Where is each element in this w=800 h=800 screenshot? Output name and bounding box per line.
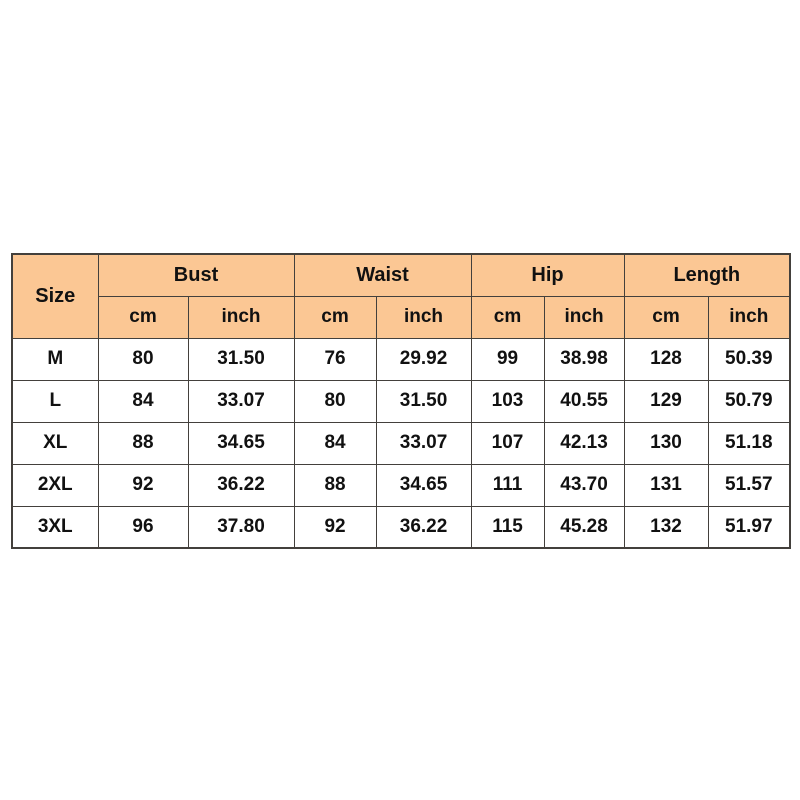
unit-bust-cm: cm [97, 295, 189, 339]
size-chart-table: Size Bust Waist Hip Length cm inch cm in… [11, 253, 792, 549]
size-cell: XL [11, 421, 99, 465]
value-cell: 76 [293, 337, 377, 381]
table-row-2xl: 2XL 92 36.22 88 34.65 111 43.70 131 51.5… [11, 463, 791, 507]
header-group-row: Size Bust Waist Hip Length [11, 253, 791, 339]
value-cell: 34.65 [375, 463, 472, 507]
value-cell: 80 [293, 379, 377, 423]
value-cell: 115 [470, 505, 545, 549]
size-cell: 2XL [11, 463, 99, 507]
value-cell: 36.22 [187, 463, 295, 507]
value-cell: 51.18 [707, 421, 791, 465]
unit-hip-inch: inch [543, 295, 625, 339]
value-cell: 99 [470, 337, 545, 381]
value-cell: 92 [293, 505, 377, 549]
value-cell: 130 [623, 421, 709, 465]
table-row-l: L 84 33.07 80 31.50 103 40.55 129 50.79 [11, 379, 791, 423]
value-cell: 131 [623, 463, 709, 507]
table-row-m: M 80 31.50 76 29.92 99 38.98 128 50.39 [11, 337, 791, 381]
table-row-3xl: 3XL 96 37.80 92 36.22 115 45.28 132 51.9… [11, 505, 791, 549]
value-cell: 92 [97, 463, 189, 507]
value-cell: 88 [97, 421, 189, 465]
value-cell: 33.07 [187, 379, 295, 423]
value-cell: 107 [470, 421, 545, 465]
value-cell: 88 [293, 463, 377, 507]
value-cell: 84 [293, 421, 377, 465]
value-cell: 31.50 [187, 337, 295, 381]
value-cell: 50.39 [707, 337, 791, 381]
unit-waist-inch: inch [375, 295, 472, 339]
value-cell: 80 [97, 337, 189, 381]
value-cell: 103 [470, 379, 545, 423]
size-cell: M [11, 337, 99, 381]
value-cell: 128 [623, 337, 709, 381]
unit-waist-cm: cm [293, 295, 377, 339]
value-cell: 42.13 [543, 421, 625, 465]
value-cell: 43.70 [543, 463, 625, 507]
value-cell: 129 [623, 379, 709, 423]
value-cell: 96 [97, 505, 189, 549]
table-row-xl: XL 88 34.65 84 33.07 107 42.13 130 51.18 [11, 421, 791, 465]
unit-hip-cm: cm [470, 295, 545, 339]
value-cell: 29.92 [375, 337, 472, 381]
value-cell: 33.07 [375, 421, 472, 465]
header-bust: Bust [97, 253, 295, 297]
value-cell: 84 [97, 379, 189, 423]
header-unit-row: cm inch cm inch cm inch cm inch [12, 295, 791, 339]
header-size: Size [11, 253, 99, 339]
value-cell: 111 [470, 463, 545, 507]
value-cell: 36.22 [375, 505, 472, 549]
value-cell: 50.79 [707, 379, 791, 423]
value-cell: 45.28 [543, 505, 625, 549]
unit-length-cm: cm [623, 295, 709, 339]
value-cell: 132 [623, 505, 709, 549]
size-cell: L [11, 379, 99, 423]
value-cell: 34.65 [187, 421, 295, 465]
value-cell: 40.55 [543, 379, 625, 423]
value-cell: 31.50 [375, 379, 472, 423]
value-cell: 51.97 [707, 505, 791, 549]
header-hip: Hip [470, 253, 625, 297]
value-cell: 38.98 [543, 337, 625, 381]
value-cell: 37.80 [187, 505, 295, 549]
unit-length-inch: inch [707, 295, 791, 339]
unit-bust-inch: inch [187, 295, 295, 339]
size-chart: Size Bust Waist Hip Length cm inch cm in… [11, 253, 792, 549]
value-cell: 51.57 [707, 463, 791, 507]
header-waist: Waist [293, 253, 472, 297]
header-length: Length [623, 253, 791, 297]
size-cell: 3XL [11, 505, 99, 549]
